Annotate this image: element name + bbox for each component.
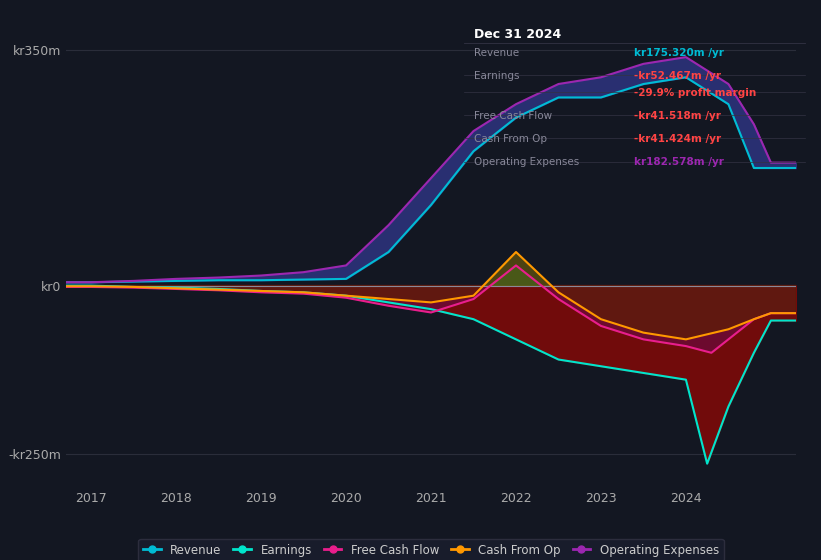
- Legend: Revenue, Earnings, Free Cash Flow, Cash From Op, Operating Expenses: Revenue, Earnings, Free Cash Flow, Cash …: [139, 539, 723, 560]
- Text: -kr41.424m /yr: -kr41.424m /yr: [635, 134, 722, 144]
- Text: Free Cash Flow: Free Cash Flow: [474, 111, 553, 121]
- Text: -kr41.518m /yr: -kr41.518m /yr: [635, 111, 721, 121]
- Text: Cash From Op: Cash From Op: [474, 134, 547, 144]
- Text: Earnings: Earnings: [474, 71, 520, 81]
- Text: Operating Expenses: Operating Expenses: [474, 157, 580, 167]
- Text: Dec 31 2024: Dec 31 2024: [474, 27, 562, 40]
- Text: -kr52.467m /yr: -kr52.467m /yr: [635, 71, 721, 81]
- Text: Revenue: Revenue: [474, 48, 519, 58]
- Text: kr182.578m /yr: kr182.578m /yr: [635, 157, 724, 167]
- Text: kr175.320m /yr: kr175.320m /yr: [635, 48, 724, 58]
- Text: -29.9% profit margin: -29.9% profit margin: [635, 88, 756, 97]
